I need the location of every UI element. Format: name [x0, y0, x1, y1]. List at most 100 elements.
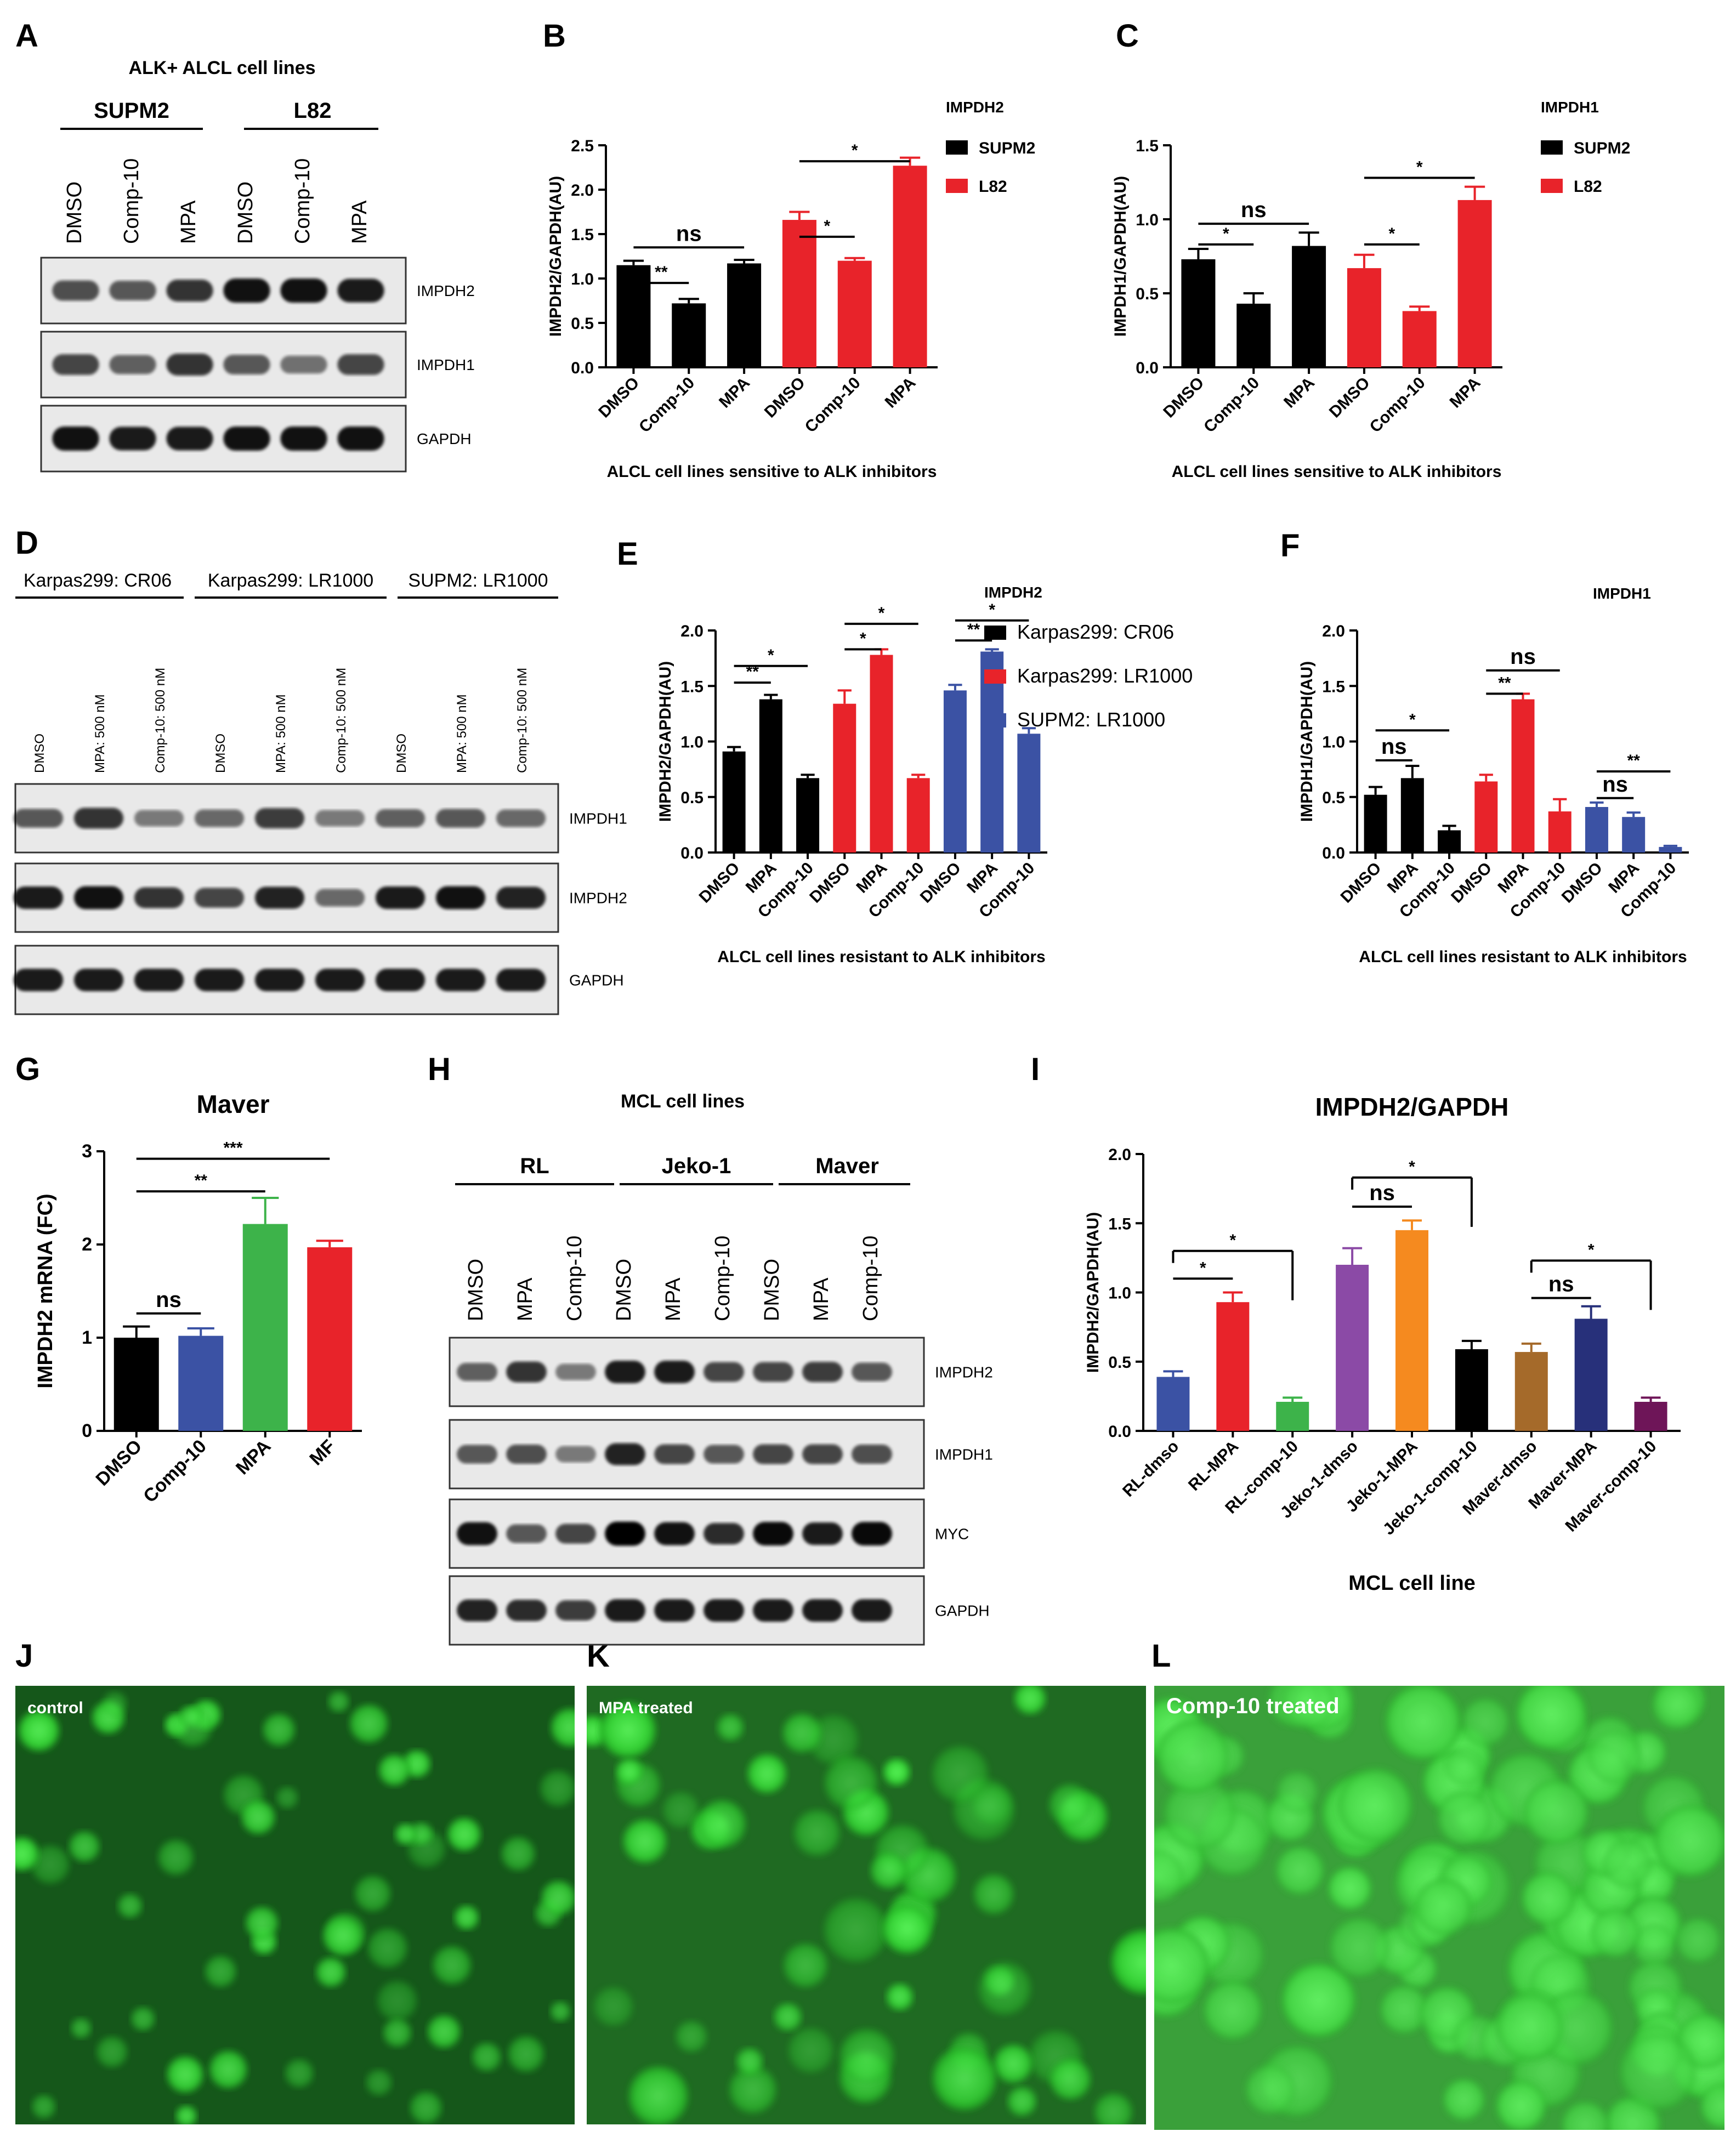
band	[654, 1444, 695, 1464]
cells	[1154, 1686, 1724, 2130]
y-tick-label: 1.0	[1322, 734, 1345, 752]
band	[802, 1599, 843, 1622]
legend-swatch	[984, 669, 1006, 684]
band	[13, 886, 64, 909]
cell	[205, 1956, 237, 1987]
cell	[1275, 1846, 1324, 1895]
band	[555, 1446, 596, 1463]
cell	[354, 1875, 391, 1912]
band	[315, 969, 365, 991]
bar	[796, 778, 820, 852]
cell	[367, 1928, 407, 1968]
bar	[1017, 734, 1041, 852]
cell	[1591, 1908, 1639, 1957]
y-tick-label: 2.5	[571, 137, 594, 155]
cell	[736, 2048, 763, 2075]
micrograph-label: MPA treated	[599, 1699, 693, 1717]
lane-label: DMSO	[63, 181, 86, 244]
band-label: GAPDH	[569, 972, 624, 989]
blot-a: ALK+ ALCL cell lines SUPM2 L82 DMSO Comp-10 M…	[40, 58, 475, 473]
bar	[1216, 1302, 1250, 1431]
bar	[759, 699, 782, 852]
cell	[131, 2007, 155, 2031]
band	[280, 426, 327, 451]
y-tick-label: 0.5	[571, 315, 594, 333]
cell	[180, 1706, 202, 1728]
significance-label: *	[1588, 1241, 1595, 1259]
band	[555, 1363, 596, 1380]
lane-label: Comp-10	[711, 1236, 734, 1321]
y-tick-label: 1.5	[1136, 137, 1159, 155]
cell	[377, 1980, 417, 2021]
y-tick-label: 0	[82, 1420, 92, 1441]
y-tick-label: 2.0	[1322, 622, 1345, 640]
cell	[349, 1704, 388, 1743]
y-axis-label: IMPDH2/GAPDH(AU)	[1084, 1212, 1102, 1373]
cell	[427, 2015, 461, 2048]
band-label: GAPDH	[935, 1602, 990, 1619]
band	[13, 809, 64, 828]
cell	[378, 1754, 410, 1786]
bar	[1514, 1352, 1548, 1431]
legend-title: IMPDH2	[946, 99, 1004, 116]
x-tick-label: DMSO	[917, 859, 965, 907]
band	[457, 1445, 497, 1464]
significance-label: ns	[1548, 1272, 1574, 1297]
cell	[31, 1845, 70, 1884]
cell	[96, 2036, 128, 2068]
lane-label: DMSO	[761, 1259, 784, 1321]
panel-label-e: E	[617, 536, 638, 572]
band	[506, 1600, 547, 1621]
band-label: IMPDH1	[417, 356, 475, 373]
cell	[870, 1852, 907, 1889]
cell	[978, 1962, 1031, 2015]
lane-label: Comp-10	[291, 158, 314, 244]
band	[802, 1362, 843, 1382]
chart-i: 0.00.51.01.52.0RL-dmso RL-MPARL-comp-10Je…	[1084, 1093, 1681, 1595]
bar	[727, 263, 762, 367]
significance-label: *	[1200, 1259, 1206, 1277]
cell	[1437, 1791, 1492, 1845]
cell	[971, 1785, 1012, 1826]
legend-label: Karpas299: LR1000	[1017, 664, 1193, 687]
bar	[833, 703, 856, 852]
legend-swatch	[984, 713, 1006, 728]
cell	[447, 1817, 481, 1851]
y-tick-label: 0.5	[1136, 285, 1159, 303]
cell	[1156, 1720, 1229, 1793]
band	[13, 969, 64, 991]
lane-label: Comp-10	[859, 1236, 882, 1321]
bar	[980, 651, 1004, 852]
band	[704, 1362, 744, 1382]
band	[605, 1443, 645, 1465]
cell	[788, 2027, 834, 2073]
cell	[1281, 1963, 1355, 2037]
band	[555, 1524, 596, 1544]
x-tick-label: DMSO	[595, 374, 643, 422]
bar	[1574, 1318, 1608, 1431]
band	[555, 1600, 596, 1621]
bar	[1336, 1265, 1369, 1431]
band	[166, 354, 213, 376]
band	[802, 1522, 843, 1545]
band	[254, 808, 305, 828]
band-label: GAPDH	[417, 430, 472, 447]
x-tick-label: DMSO	[761, 374, 809, 422]
significance-label: ns	[156, 1288, 181, 1312]
cell	[676, 2020, 707, 2053]
cell	[1654, 1805, 1724, 1877]
bar	[1236, 303, 1271, 367]
y-axis-label: IMPDH2/GAPDH(AU)	[656, 661, 674, 822]
bar	[307, 1247, 353, 1431]
cell	[1415, 1879, 1472, 1935]
significance-label: **	[1627, 752, 1640, 770]
legend-title: IMPDH1	[1593, 585, 1651, 602]
panel-label-l: L	[1151, 1638, 1171, 1674]
x-tick-label: MPA	[882, 374, 920, 412]
bar	[782, 220, 816, 367]
x-tick-label: Comp-10	[1200, 374, 1263, 436]
cell	[600, 1702, 656, 1758]
